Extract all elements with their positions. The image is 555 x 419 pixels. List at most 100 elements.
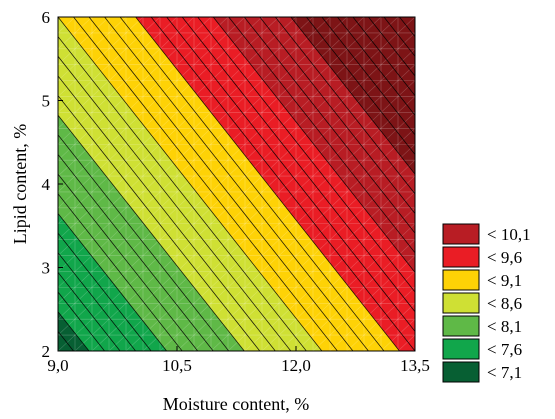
contour-line <box>166 17 415 332</box>
mesh-line <box>414 350 415 351</box>
mesh-line <box>193 143 415 351</box>
mesh-line <box>58 17 144 97</box>
contour-line <box>259 17 415 214</box>
mesh-line <box>58 17 348 288</box>
contour-line <box>58 311 90 351</box>
legend-label: < 7,6 <box>487 340 522 359</box>
mesh-line <box>346 286 415 351</box>
contour-line <box>58 252 136 351</box>
contour-line <box>383 17 415 57</box>
mesh-line <box>74 32 415 351</box>
mesh-line <box>58 17 365 304</box>
contour-line <box>58 154 214 351</box>
mesh-line <box>58 17 331 272</box>
mesh-line <box>210 159 415 351</box>
contour-line <box>58 114 245 351</box>
x-axis: 9,0 10,5 12,0 13,5 <box>47 346 430 375</box>
mesh-line <box>125 80 415 351</box>
mesh-line <box>58 17 297 241</box>
legend: < 10,1 < 9,6 < 9,1 < 8,6 < 8,1 < 7,6 < 7,1 <box>442 223 531 383</box>
contour-line <box>58 134 230 351</box>
contour-line <box>150 17 415 351</box>
legend-swatch <box>442 361 480 383</box>
contour-line <box>58 272 121 351</box>
contour-line <box>73 17 338 351</box>
mesh-line <box>58 17 399 336</box>
mesh-line <box>261 207 415 351</box>
mesh-line <box>244 191 415 351</box>
mesh-line <box>108 64 415 351</box>
legend-swatch <box>442 315 480 337</box>
contour-line <box>352 17 415 96</box>
contour-line <box>274 17 415 195</box>
mesh-line <box>58 17 263 209</box>
mesh-line <box>58 17 280 225</box>
contour-line <box>58 193 183 351</box>
x-tick-label: 12,0 <box>281 356 311 375</box>
contour-line <box>290 17 415 175</box>
legend-label: < 9,6 <box>487 248 522 267</box>
y-axis: 2 3 4 5 6 <box>42 8 63 361</box>
contour-line <box>368 17 415 77</box>
mesh-line <box>58 17 382 320</box>
mesh-line <box>58 17 314 256</box>
x-tick-label: 9,0 <box>47 356 68 375</box>
mesh-line <box>159 112 415 351</box>
contour-line <box>58 75 276 351</box>
y-tick-label: 3 <box>42 259 51 278</box>
contour-line <box>58 232 152 351</box>
contour-line <box>88 17 354 351</box>
mesh-line <box>227 175 415 351</box>
legend-swatch <box>442 269 480 291</box>
contour-line <box>58 173 199 351</box>
contour-line <box>212 17 415 273</box>
legend-label: < 8,6 <box>487 294 522 313</box>
contour-line <box>135 17 400 351</box>
mesh-line <box>58 17 229 177</box>
mesh-line <box>58 17 195 145</box>
legend-swatch <box>442 338 480 360</box>
contour-line <box>58 56 292 351</box>
mesh-line <box>142 96 415 351</box>
contour-line <box>58 331 74 351</box>
contour-lines <box>58 17 415 351</box>
contour-line <box>197 17 415 293</box>
contour-line <box>306 17 415 155</box>
y-tick-label: 4 <box>42 175 51 194</box>
contour-line <box>58 213 167 351</box>
mesh-line <box>329 271 415 351</box>
x-tick-label: 10,5 <box>162 356 192 375</box>
mesh-line <box>278 223 415 351</box>
contour-line <box>58 291 105 351</box>
y-axis-title: Lipid content, % <box>10 124 30 244</box>
contour-line <box>399 17 415 37</box>
legend-label: < 10,1 <box>487 225 531 244</box>
y-tick-label: 2 <box>42 342 51 361</box>
legend-label: < 9,1 <box>487 271 522 290</box>
mesh-lines <box>58 17 415 351</box>
mesh-line <box>58 17 127 82</box>
contour-line <box>58 95 261 351</box>
contour-line <box>228 17 415 254</box>
legend-label: < 8,1 <box>487 317 522 336</box>
mesh-line <box>91 48 415 351</box>
contour-line <box>58 17 323 351</box>
mesh-line <box>58 17 212 161</box>
legend-swatch <box>442 223 480 245</box>
contour-line <box>119 17 385 351</box>
contour-line <box>58 36 307 351</box>
contour-line <box>321 17 415 136</box>
contour-line <box>337 17 415 116</box>
x-tick-label: 13,5 <box>400 356 430 375</box>
contour-line <box>104 17 369 351</box>
contour-line <box>181 17 415 312</box>
legend-swatch <box>442 292 480 314</box>
x-axis-title: Moisture content, % <box>163 394 309 414</box>
y-tick-label: 5 <box>42 92 51 111</box>
legend-swatch <box>442 246 480 268</box>
legend-label: < 7,1 <box>487 363 522 382</box>
mesh-line <box>58 17 246 193</box>
mesh-line <box>58 17 161 113</box>
mesh-line <box>312 255 415 351</box>
